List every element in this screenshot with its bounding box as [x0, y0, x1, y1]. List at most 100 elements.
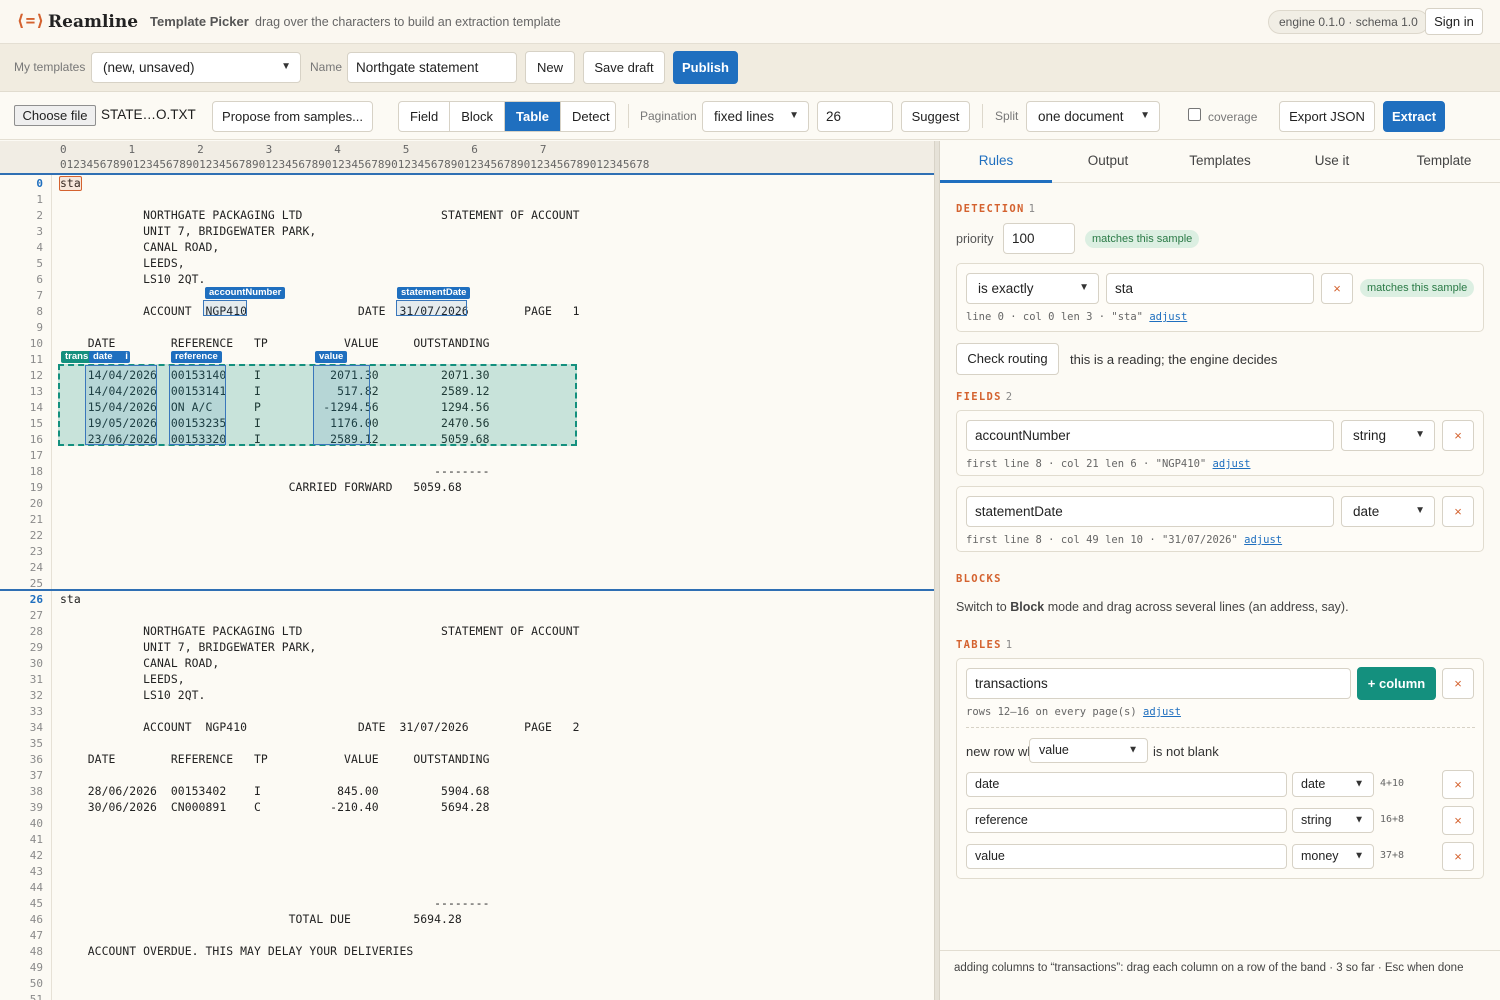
table-name-input[interactable]: transactions	[966, 668, 1351, 699]
sign-in-button[interactable]: Sign in	[1425, 8, 1483, 35]
document-line[interactable]: NORTHGATE PACKAGING LTD STATEMENT OF ACC…	[60, 624, 580, 638]
field-type-select[interactable]: string ▼	[1341, 420, 1435, 451]
remove-rule-button[interactable]: ×	[1321, 273, 1353, 304]
document-line[interactable]: ACCOUNT OVERDUE. THIS MAY DELAY YOUR DEL…	[60, 944, 414, 958]
publish-button[interactable]: Publish	[673, 51, 738, 84]
line-number: 15	[29, 417, 43, 430]
line-number: 46	[29, 913, 43, 926]
remove-field-button[interactable]: ×	[1442, 496, 1474, 527]
field-meta: first line 8 · col 49 len 10 · "31/07/20…	[966, 534, 1282, 546]
column-highlight-reference[interactable]	[169, 365, 226, 445]
split-select[interactable]: one document ▼	[1026, 101, 1160, 132]
field-highlight-statement-date[interactable]	[396, 300, 467, 316]
detection-highlight[interactable]	[59, 176, 82, 191]
document-line[interactable]: CANAL ROAD,	[60, 240, 220, 254]
export-json-button[interactable]: Export JSON	[1279, 101, 1375, 132]
document-line[interactable]: 14/04/2026 00153140 I 2071.30 2071.30	[60, 368, 490, 382]
field-name-input[interactable]: statementDate	[966, 496, 1334, 527]
page-separator	[0, 173, 934, 175]
suggest-button[interactable]: Suggest	[901, 101, 970, 132]
mode-detect-button[interactable]: Detect	[571, 109, 610, 124]
tab-templates[interactable]: Templates	[1189, 153, 1251, 168]
field-name-input[interactable]: accountNumber	[966, 420, 1334, 451]
column-type-select[interactable]: date ▼	[1292, 772, 1374, 797]
document-line[interactable]: LEEDS,	[60, 256, 185, 270]
column-highlight-date[interactable]	[85, 365, 157, 445]
app-title: Template Picker	[150, 14, 249, 29]
tab-use-it[interactable]: Use it	[1314, 153, 1350, 168]
mode-table-button[interactable]: Table	[504, 102, 561, 131]
document-line[interactable]: sta	[60, 176, 81, 190]
document-line[interactable]: 14/04/2026 00153141 I 517.82 2589.12	[60, 384, 490, 398]
column-name-input[interactable]: reference	[966, 808, 1287, 833]
remove-field-button[interactable]: ×	[1442, 420, 1474, 451]
field-adjust-link[interactable]: adjust	[1244, 534, 1283, 546]
mode-block-button[interactable]: Block	[450, 102, 505, 131]
coverage-checkbox[interactable]	[1188, 108, 1201, 121]
column-name-input[interactable]: value	[966, 844, 1287, 869]
add-column-button[interactable]: + column	[1357, 667, 1436, 700]
new-row-column-select[interactable]: value ▼	[1029, 738, 1148, 763]
document-line[interactable]: LS10 2QT.	[60, 272, 206, 286]
document-line[interactable]: UNIT 7, BRIDGEWATER PARK,	[60, 224, 317, 238]
panel-tabs: Rules Output Templates Use it Template	[940, 141, 1500, 183]
check-routing-button[interactable]: Check routing	[956, 343, 1059, 375]
extract-button[interactable]: Extract	[1383, 101, 1445, 132]
tab-template[interactable]: Template	[1416, 153, 1472, 168]
column-highlight-value[interactable]	[313, 365, 370, 445]
line-number: 44	[29, 881, 43, 894]
remove-column-button[interactable]: ×	[1442, 806, 1474, 835]
document-line[interactable]: 30/06/2026 CN000891 C -210.40 5694.28	[60, 800, 490, 814]
document-line[interactable]: DATE REFERENCE TP VALUE OUTSTANDING	[60, 336, 490, 350]
field-adjust-link[interactable]: adjust	[1212, 458, 1251, 470]
document-line[interactable]: NORTHGATE PACKAGING LTD STATEMENT OF ACC…	[60, 208, 580, 222]
document-line[interactable]: 28/06/2026 00153402 I 845.00 5904.68	[60, 784, 490, 798]
chevron-down-icon: ▼	[1354, 777, 1364, 789]
document-line[interactable]: ACCOUNT NGP410 DATE 31/07/2026 PAGE 1	[60, 304, 580, 318]
chevron-down-icon: ▼	[1354, 813, 1364, 825]
field-type-select[interactable]: date ▼	[1341, 496, 1435, 527]
document-line[interactable]: --------	[60, 896, 490, 910]
new-template-button[interactable]: New	[525, 51, 575, 84]
my-templates-select[interactable]: (new, unsaved) ▼	[91, 52, 301, 83]
column-type-select[interactable]: string ▼	[1292, 808, 1374, 833]
document-line[interactable]: DATE REFERENCE TP VALUE OUTSTANDING	[60, 752, 490, 766]
document-line[interactable]: sta	[60, 592, 81, 606]
document-line[interactable]: LEEDS,	[60, 672, 185, 686]
document-line[interactable]: CARRIED FORWARD 5059.68	[60, 480, 462, 494]
rule-operator-select[interactable]: is exactly ▼	[966, 273, 1099, 304]
column-name-input[interactable]: date	[966, 772, 1287, 797]
remove-table-button[interactable]: ×	[1442, 668, 1474, 699]
rule-adjust-link[interactable]: adjust	[1149, 311, 1188, 323]
document-line[interactable]: 19/05/2026 00153235 I 1176.00 2470.56	[60, 416, 490, 430]
line-number: 34	[29, 721, 43, 734]
template-name-input[interactable]: Northgate statement	[347, 52, 517, 83]
field-highlight-account-number[interactable]	[203, 300, 247, 316]
propose-from-samples-button[interactable]: Propose from samples...	[212, 101, 373, 132]
mode-field-button[interactable]: Field	[399, 102, 451, 131]
save-draft-button[interactable]: Save draft	[583, 51, 665, 84]
pagination-lines-input[interactable]: 26	[817, 101, 893, 132]
rule-value-input[interactable]: sta	[1106, 273, 1314, 304]
document-line[interactable]: UNIT 7, BRIDGEWATER PARK,	[60, 640, 317, 654]
choose-file-button[interactable]: Choose file	[14, 105, 96, 126]
document-line[interactable]: 15/04/2026 ON A/C P -1294.56 1294.56	[60, 400, 490, 414]
document-line[interactable]: TOTAL DUE 5694.28	[60, 912, 462, 926]
pagination-select[interactable]: fixed lines ▼	[702, 101, 809, 132]
table-adjust-link[interactable]: adjust	[1143, 706, 1181, 718]
document-line[interactable]: 23/06/2026 00153320 I 2589.12 5059.68	[60, 432, 490, 446]
document-line[interactable]: --------	[60, 464, 490, 478]
column-tag-value: value	[315, 351, 348, 363]
tab-rules[interactable]: Rules	[940, 141, 1052, 183]
remove-column-button[interactable]: ×	[1442, 770, 1474, 799]
document-line[interactable]: LS10 2QT.	[60, 688, 206, 702]
remove-column-button[interactable]: ×	[1442, 842, 1474, 871]
document-line[interactable]: ACCOUNT NGP410 DATE 31/07/2026 PAGE 2	[60, 720, 580, 734]
pane-splitter[interactable]	[934, 141, 940, 1000]
tab-output[interactable]: Output	[1087, 153, 1129, 168]
priority-input[interactable]: 100	[1003, 223, 1075, 254]
document-line[interactable]: CANAL ROAD,	[60, 656, 220, 670]
line-number: 50	[29, 977, 43, 990]
column-type-select[interactable]: money ▼	[1292, 844, 1374, 869]
